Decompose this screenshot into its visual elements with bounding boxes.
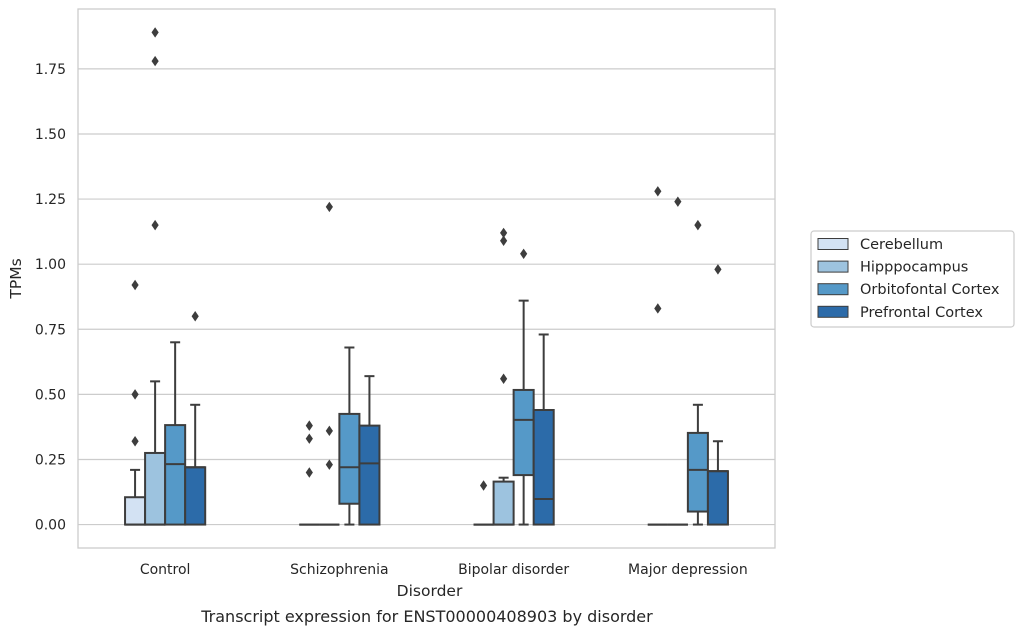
outlier-point [131,436,139,447]
outlier-point [500,227,508,239]
box-cerebellum [473,480,494,526]
outlier-point [654,303,662,314]
y-tick-label: 0.00 [35,518,66,534]
outlier-point [305,420,313,431]
y-tick-label: 1.50 [35,127,66,143]
outlier-point [131,279,139,291]
box-body [338,412,361,505]
box-body [512,388,535,477]
box-orbitofontal-cortex [686,219,709,526]
chart-caption: Transcript expression for ENST0000040890… [200,607,653,626]
y-tick-label: 1.25 [35,192,66,208]
outlier-point [191,311,199,322]
outlier-point [520,248,528,259]
box-hipppocampus [319,201,340,526]
box-body [706,470,729,526]
outlier-point [151,219,159,231]
outlier-point [305,433,313,444]
box-orbitofontal-cortex [512,248,535,526]
box-body [686,431,709,513]
grid-lines [78,68,775,526]
y-tick-label: 0.50 [35,387,66,403]
legend-swatch [817,283,849,296]
box-body [164,424,187,526]
legend-frame [810,230,1015,328]
box-orbitofontal-cortex [338,346,361,526]
outlier-point [305,467,313,478]
legend-label: Hipppocampus [860,260,968,276]
box-prefrontal-cortex [706,264,729,526]
box-prefrontal-cortex [532,333,555,526]
outlier-point [325,425,333,437]
y-tick-label: 1.00 [35,257,66,273]
legend-swatch [817,260,849,273]
y-axis-label: TPMs [7,258,25,299]
outlier-point [131,389,139,400]
box-hipppocampus [492,227,515,526]
box-body [358,424,381,526]
y-axis-ticks: 0.00 0.25 0.50 0.75 1.00 1.25 1.50 1.75 [35,62,66,534]
box-hipppocampus [667,196,688,526]
box-cerebellum [299,420,320,526]
x-tick-label: Control [140,562,191,578]
box-orbitofontal-cortex [164,341,187,526]
plot-frame [77,8,776,549]
legend-swatch [817,238,849,250]
legend-swatch [817,305,849,318]
outlier-point [325,201,333,213]
legend-label: Cerebellum [860,237,943,253]
outlier-point [151,27,159,38]
outlier-point [500,235,508,246]
x-axis-ticks: Control Schizophrenia Bipolar disorder Majo… [140,562,748,578]
x-tick-label: Schizophrenia [290,562,388,578]
outlier-point [479,480,488,491]
x-tick-label: Bipolar disorder [458,562,569,578]
box-cerebellum [647,186,668,526]
legend: Cerebellum Hipppocampus Orbitofontal Corte… [810,230,1015,328]
y-tick-label: 1.75 [35,62,66,78]
box-cerebellum [124,279,147,526]
outlier-point [151,55,159,67]
y-tick-label: 0.25 [35,452,66,468]
box-prefrontal-cortex [184,311,207,526]
box-body [124,496,147,526]
y-tick-label: 0.75 [35,322,66,338]
box-body [184,466,207,526]
box-body [144,451,167,526]
legend-label: Orbitofontal Cortex [860,282,1000,298]
outlier-point [714,264,722,275]
outlier-point [500,373,508,384]
outlier-point [325,459,333,470]
box-body [492,480,515,526]
outlier-point [674,196,682,207]
box-prefrontal-cortex [358,375,381,526]
outlier-point [694,219,702,231]
box-hipppocampus [144,27,167,526]
outlier-point [654,186,662,197]
legend-label: Prefrontal Cortex [860,305,983,321]
box-body [532,408,555,526]
x-axis-label: Disorder [397,582,463,600]
box-plots [124,27,729,526]
x-tick-label: Major depression [628,562,748,578]
